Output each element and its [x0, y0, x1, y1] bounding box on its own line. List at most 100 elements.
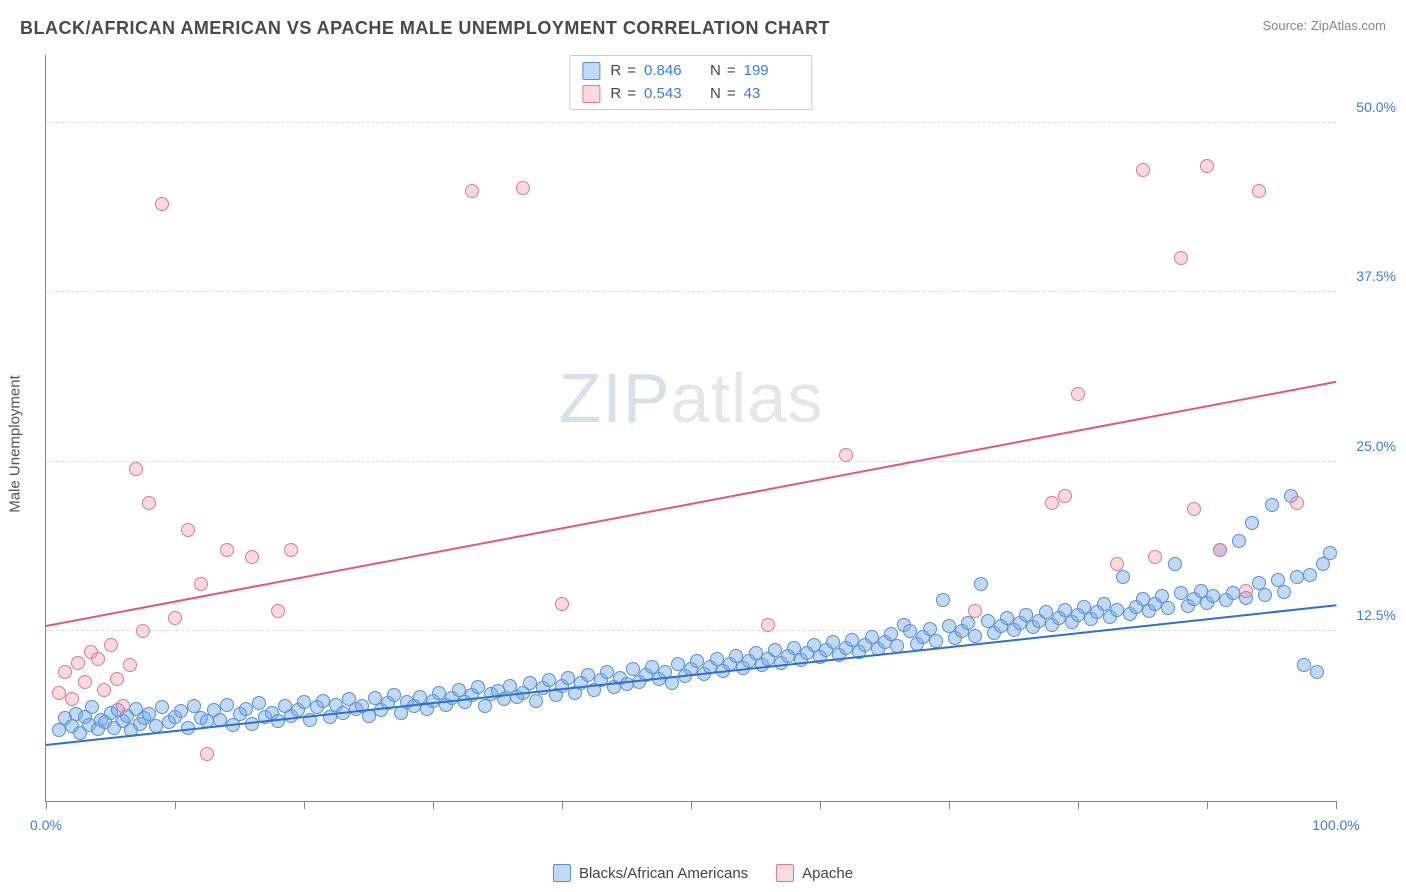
data-point-blue [523, 676, 537, 690]
data-point-blue [620, 677, 634, 691]
x-tick [691, 801, 692, 809]
data-point-pink [123, 658, 137, 672]
data-point-blue [1303, 568, 1317, 582]
data-point-pink [194, 577, 208, 591]
x-tick [1207, 801, 1208, 809]
data-point-pink [1213, 543, 1227, 557]
data-point-pink [71, 656, 85, 670]
swatch-blue-icon [553, 864, 571, 882]
x-tick [46, 801, 47, 809]
swatch-pink-icon [582, 85, 600, 103]
data-point-pink [110, 672, 124, 686]
y-tick-label: 37.5% [1356, 268, 1396, 284]
data-point-pink [142, 496, 156, 510]
source-attribution: Source: ZipAtlas.com [1262, 18, 1386, 33]
data-point-pink [1071, 387, 1085, 401]
data-point-pink [200, 747, 214, 761]
data-point-blue [529, 694, 543, 708]
data-point-pink [104, 638, 118, 652]
data-point-blue [1245, 516, 1259, 530]
data-point-blue [1323, 546, 1337, 560]
x-tick-label: 100.0% [1312, 817, 1359, 833]
data-point-pink [1290, 496, 1304, 510]
swatch-blue-icon [582, 62, 600, 80]
data-point-blue [561, 671, 575, 685]
legend-item-pink: Apache [776, 864, 853, 882]
data-point-pink [1058, 489, 1072, 503]
y-tick-label: 50.0% [1356, 99, 1396, 115]
data-point-blue [471, 680, 485, 694]
gridline [46, 461, 1336, 462]
data-point-pink [1110, 557, 1124, 571]
data-point-blue [1277, 585, 1291, 599]
trendline-blue [46, 604, 1336, 746]
data-point-pink [91, 652, 105, 666]
data-point-pink [52, 686, 66, 700]
gridline [46, 291, 1336, 292]
gridline [46, 630, 1336, 631]
data-point-pink [465, 184, 479, 198]
data-point-blue [1110, 603, 1124, 617]
data-point-blue [174, 704, 188, 718]
watermark: ZIPatlas [559, 358, 824, 438]
data-point-pink [1200, 159, 1214, 173]
data-point-pink [968, 604, 982, 618]
x-tick [1336, 801, 1337, 809]
data-point-pink [761, 618, 775, 632]
data-point-pink [129, 462, 143, 476]
data-point-blue [252, 696, 266, 710]
y-axis-label: Male Unemployment [7, 375, 24, 513]
data-point-pink [1239, 584, 1253, 598]
data-point-blue [968, 629, 982, 643]
data-point-blue [1265, 498, 1279, 512]
data-point-pink [220, 543, 234, 557]
x-tick [1078, 801, 1079, 809]
data-point-pink [1136, 163, 1150, 177]
data-point-blue [1258, 588, 1272, 602]
x-tick [949, 801, 950, 809]
data-point-pink [839, 448, 853, 462]
x-tick [175, 801, 176, 809]
data-point-blue [1232, 534, 1246, 548]
data-point-blue [1168, 557, 1182, 571]
data-point-pink [245, 550, 259, 564]
data-point-blue [155, 700, 169, 714]
data-point-pink [1045, 496, 1059, 510]
data-point-blue [1290, 570, 1304, 584]
data-point-pink [78, 675, 92, 689]
y-tick-label: 25.0% [1356, 438, 1396, 454]
data-point-pink [97, 683, 111, 697]
data-point-blue [297, 695, 311, 709]
swatch-pink-icon [776, 864, 794, 882]
series-legend: Blacks/African Americans Apache [553, 864, 853, 882]
data-point-pink [58, 665, 72, 679]
legend-item-blue: Blacks/African Americans [553, 864, 748, 882]
data-point-blue [1226, 586, 1240, 600]
x-tick [562, 801, 563, 809]
chart-title: BLACK/AFRICAN AMERICAN VS APACHE MALE UN… [20, 18, 830, 39]
legend-row-blue: R = 0.846 N = 199 [582, 60, 799, 83]
data-point-blue [239, 702, 253, 716]
data-point-blue [929, 634, 943, 648]
data-point-blue [1116, 570, 1130, 584]
data-point-blue [387, 688, 401, 702]
data-point-pink [116, 699, 130, 713]
plot-region: R = 0.846 N = 199 R = 0.543 N = 43 ZIPat… [45, 55, 1336, 802]
data-point-blue [52, 723, 66, 737]
data-point-blue [936, 593, 950, 607]
data-point-pink [1148, 550, 1162, 564]
x-tick-label: 0.0% [30, 817, 62, 833]
data-point-blue [1206, 589, 1220, 603]
data-point-pink [1252, 184, 1266, 198]
data-point-blue [581, 668, 595, 682]
data-point-pink [284, 543, 298, 557]
data-point-pink [1174, 251, 1188, 265]
data-point-blue [1310, 665, 1324, 679]
data-point-pink [155, 197, 169, 211]
correlation-legend: R = 0.846 N = 199 R = 0.543 N = 43 [569, 55, 812, 110]
data-point-blue [1297, 658, 1311, 672]
data-point-blue [1161, 601, 1175, 615]
data-point-pink [181, 523, 195, 537]
gridline [46, 122, 1336, 123]
data-point-pink [516, 181, 530, 195]
